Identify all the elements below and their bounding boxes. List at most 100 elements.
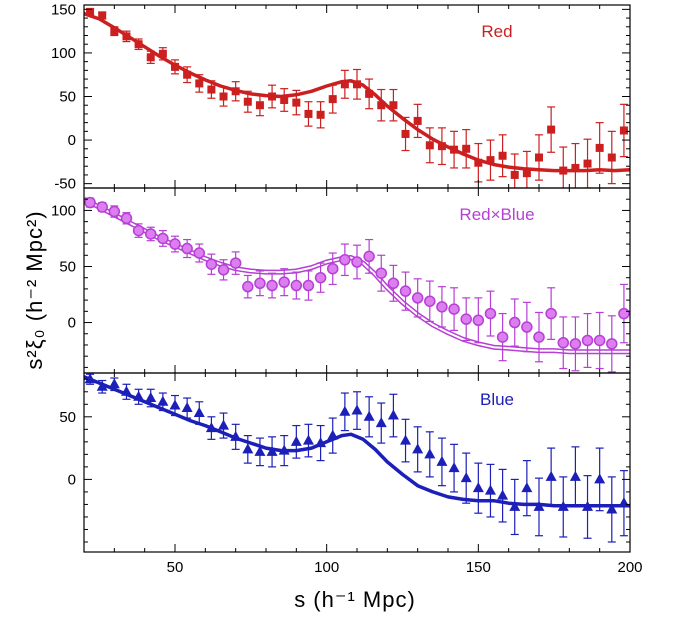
data-point (521, 482, 533, 493)
data-point (472, 314, 485, 327)
data-point (145, 392, 157, 403)
data-point (230, 430, 242, 441)
data-point (582, 500, 594, 511)
panel-plot-area (84, 7, 630, 188)
data-point (583, 159, 592, 168)
data-point (243, 97, 252, 106)
data-point (594, 473, 606, 484)
data-point (328, 95, 337, 104)
data-point (132, 224, 145, 237)
data-point (389, 101, 398, 110)
data-point (497, 489, 509, 500)
data-point (387, 409, 399, 420)
data-point (569, 470, 581, 481)
data-point (606, 503, 618, 514)
data-point (340, 80, 349, 89)
data-point (474, 158, 483, 167)
data-point (134, 40, 143, 49)
data-point (472, 482, 484, 493)
data-point (522, 169, 531, 178)
data-point (205, 258, 218, 270)
data-point (290, 279, 303, 292)
data-point (571, 163, 580, 172)
data-point (266, 445, 278, 456)
data-point (122, 32, 131, 41)
data-point (205, 422, 217, 433)
data-point (280, 95, 289, 104)
data-point (363, 250, 375, 263)
data-point (521, 321, 533, 333)
data-point (219, 92, 228, 101)
data-point (387, 277, 400, 290)
panel-label: Red×Blue (459, 205, 534, 224)
data-point (508, 316, 521, 329)
panel-plot-area (84, 196, 630, 373)
panel-label: Blue (480, 390, 514, 409)
data-point (399, 285, 412, 297)
data-point (484, 307, 497, 320)
data-point (278, 444, 290, 455)
data-point (436, 301, 448, 313)
y-tick-label: 150 (51, 1, 76, 18)
data-point (96, 201, 108, 213)
data-point (169, 238, 181, 250)
x-axis-title: s (h⁻¹ Mpc) (294, 587, 416, 612)
data-point (120, 385, 132, 396)
data-point (316, 110, 325, 119)
data-point (231, 87, 240, 96)
data-point (401, 129, 410, 138)
data-point (607, 153, 616, 162)
data-point (278, 276, 290, 288)
data-point (84, 373, 96, 384)
data-point (450, 145, 459, 154)
data-point (618, 307, 630, 320)
data-point (484, 484, 496, 495)
data-point (157, 232, 169, 245)
y-tick-label: 0 (68, 471, 76, 488)
x-tick-label: 150 (466, 559, 491, 576)
data-point (413, 116, 422, 125)
data-point (533, 331, 545, 343)
x-tick-label: 100 (314, 559, 339, 576)
data-point (424, 448, 436, 459)
data-point (193, 407, 205, 418)
data-point (462, 144, 471, 153)
data-point (557, 336, 570, 349)
data-point (171, 62, 179, 71)
data-point (292, 98, 301, 107)
data-point (144, 228, 157, 240)
data-point (400, 434, 412, 445)
data-point (327, 429, 339, 440)
data-point (304, 109, 313, 118)
data-point (606, 338, 618, 350)
panel-label: Red (481, 22, 512, 41)
data-point (108, 205, 121, 218)
data-point (412, 443, 424, 454)
data-point (314, 271, 327, 284)
data-point (377, 101, 386, 110)
data-point (619, 126, 628, 135)
data-point (375, 417, 387, 428)
data-point (618, 497, 630, 508)
data-point (217, 264, 230, 276)
data-point (290, 435, 302, 446)
data-point (509, 500, 521, 511)
data-point (96, 380, 108, 391)
data-point (183, 70, 192, 79)
data-point (84, 196, 96, 209)
data-point (533, 500, 545, 511)
data-point (302, 279, 315, 292)
data-point (448, 303, 460, 315)
panel-plot-area (84, 373, 630, 543)
panels: -50 0 50 100 150 Red 0 50 100 Red×Blue 0 50 Blue 50 10… (51, 1, 643, 576)
data-point (424, 295, 436, 307)
data-point (218, 419, 230, 430)
data-point (339, 405, 351, 416)
data-point (255, 101, 264, 110)
data-point (569, 338, 582, 350)
y-tick-label: -50 (54, 176, 76, 193)
data-point (86, 7, 95, 16)
data-point (181, 242, 193, 255)
data-point (559, 166, 568, 175)
